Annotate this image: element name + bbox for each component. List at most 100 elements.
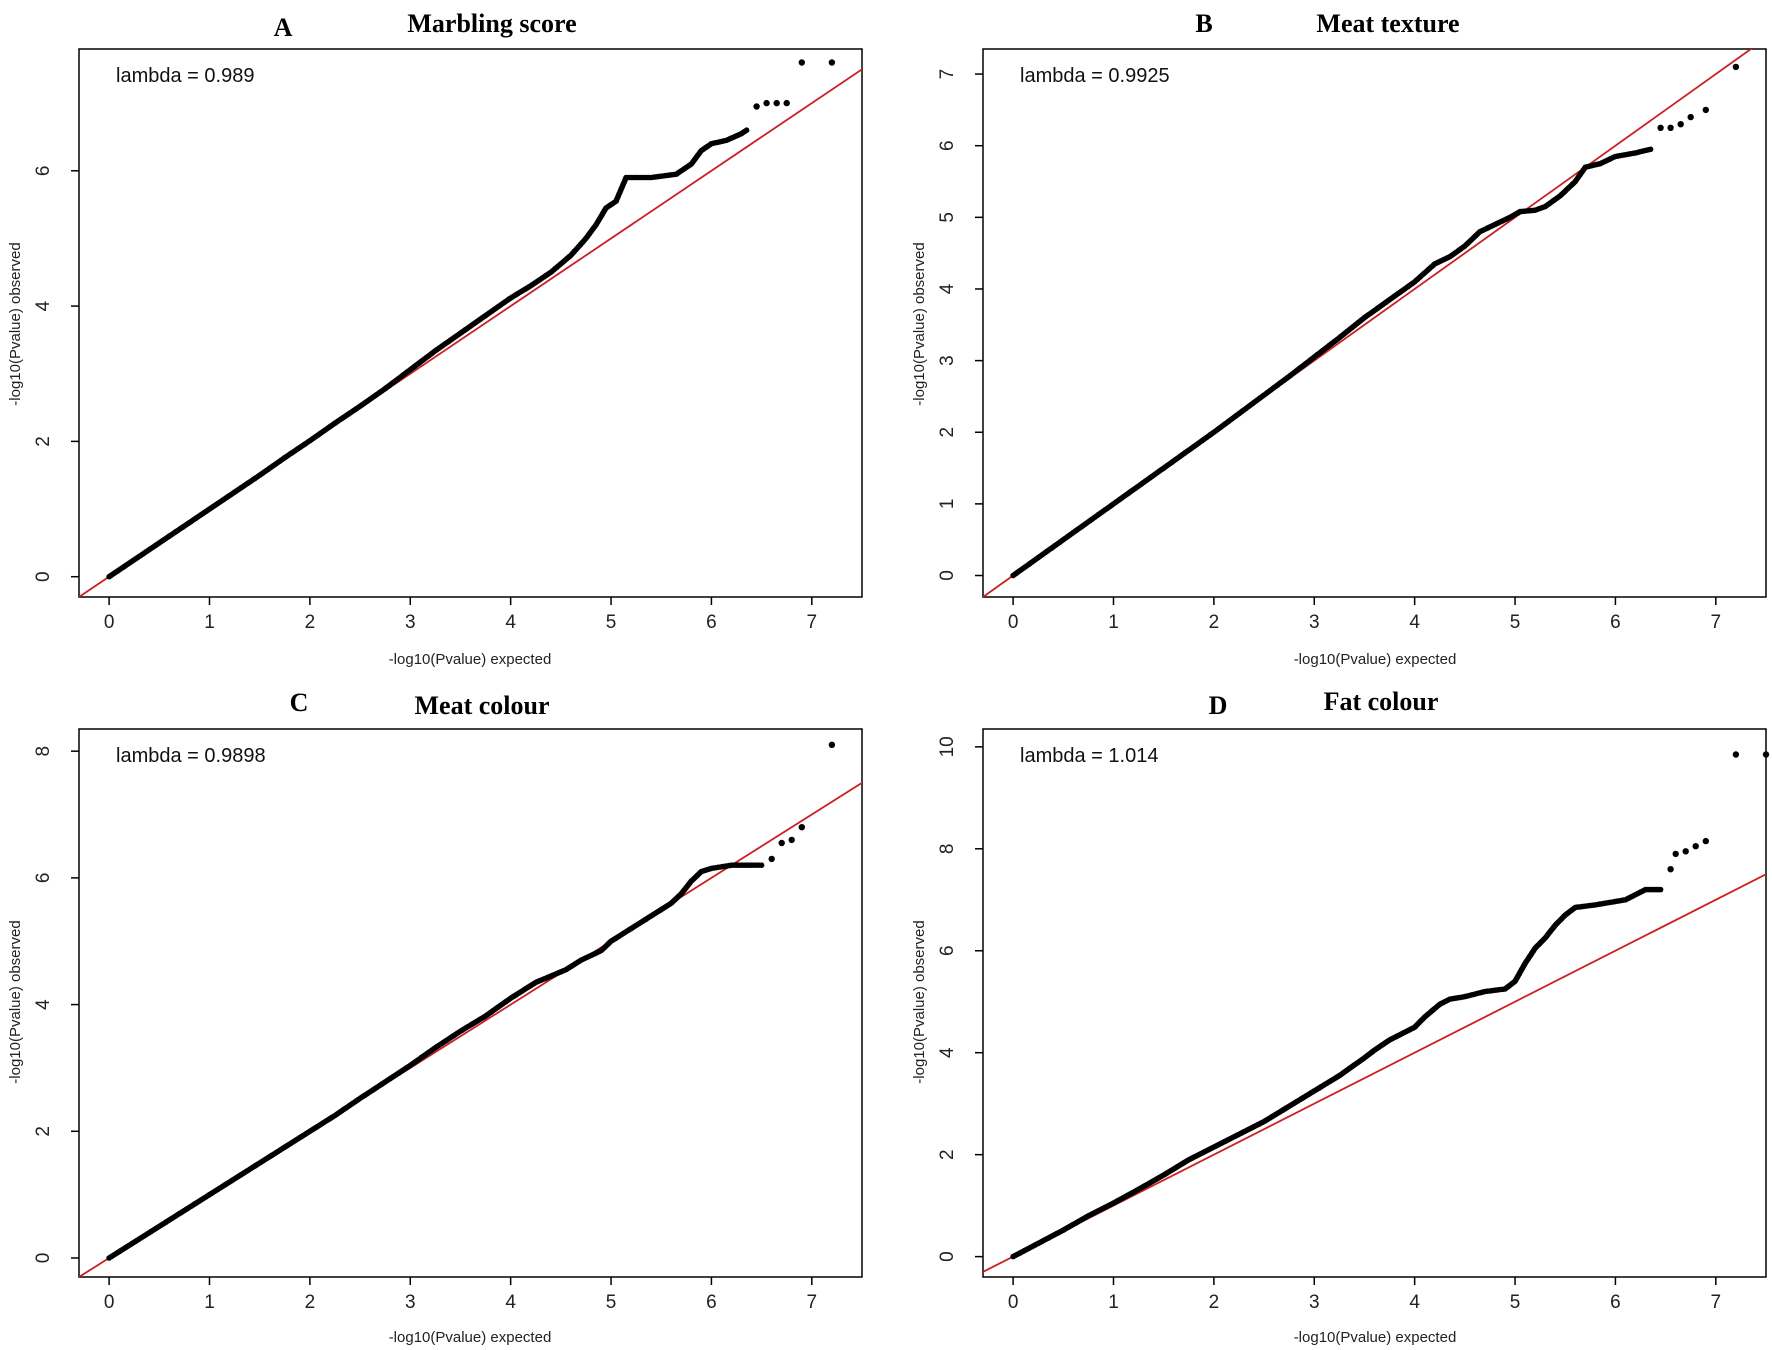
panel-title: Marbling score <box>407 9 576 38</box>
y-axis-label: -log10(Pvalue) observed <box>7 920 24 1083</box>
x-tick-label: 0 <box>1008 612 1019 633</box>
x-tick-label: 7 <box>807 612 818 633</box>
x-tick-label: 4 <box>1409 612 1420 633</box>
qq-point <box>1702 106 1710 114</box>
reference-line <box>983 873 1766 1273</box>
qq-point <box>773 99 780 107</box>
y-tick-label: 4 <box>937 283 958 294</box>
x-tick-label: 1 <box>1108 1292 1119 1313</box>
qq-panel-fat-colour: D Fat colour 0 1 2 3 4 5 6 7 0 2 4 6 8 10 lambda = 1.… <box>911 687 1770 1346</box>
qq-point <box>798 824 805 831</box>
plot-area: 0 1 2 3 4 5 6 7 0 2 4 6 8 10 <box>937 728 1770 1313</box>
y-tick-label: 6 <box>33 165 54 176</box>
x-tick-label: 7 <box>807 1292 818 1313</box>
qq-point <box>788 836 795 844</box>
qq-panel-meat-colour: C Meat colour 0 1 2 3 4 5 6 7 0 2 4 6 8 lambda = 0.9… <box>7 688 863 1346</box>
x-tick-label: 2 <box>1209 1292 1220 1313</box>
qq-point <box>753 103 760 110</box>
y-tick-label: 0 <box>33 1253 54 1264</box>
qq-point <box>778 839 785 847</box>
qq-point <box>1657 124 1664 131</box>
x-axis-label: -log10(Pvalue) expected <box>1294 651 1457 668</box>
x-tick-label: 5 <box>1510 612 1521 633</box>
x-axis-label: -log10(Pvalue) expected <box>389 1329 552 1346</box>
lambda-label: lambda = 0.9898 <box>116 745 266 767</box>
qq-point <box>743 127 750 133</box>
y-tick-label: 2 <box>937 427 958 438</box>
panel-letter: A <box>274 13 293 42</box>
qq-point <box>1677 121 1684 128</box>
x-tick-label: 4 <box>505 1292 516 1313</box>
x-tick-label: 4 <box>1409 1292 1420 1313</box>
plot-frame <box>78 48 863 598</box>
x-tick-label: 7 <box>1711 1292 1722 1313</box>
plot-frame <box>982 728 1767 1278</box>
panel-title: Meat colour <box>414 691 549 720</box>
qq-point <box>1667 124 1674 131</box>
plot-area: 0 1 2 3 4 5 6 7 0 2 4 6 8 <box>33 728 863 1313</box>
x-tick-label: 1 <box>1108 612 1119 633</box>
x-tick-label: 7 <box>1711 612 1722 633</box>
x-tick-label: 0 <box>1008 1292 1019 1313</box>
qq-point <box>763 99 770 107</box>
x-tick-label: 3 <box>405 612 416 633</box>
qq-point <box>783 99 790 107</box>
x-tick-label: 2 <box>305 612 316 633</box>
y-tick-label: 1 <box>937 499 958 510</box>
x-tick-label: 5 <box>606 612 617 633</box>
qq-point <box>1657 886 1664 893</box>
qq-point <box>1667 866 1674 873</box>
x-tick-label: 6 <box>1610 612 1621 633</box>
reference-line <box>983 49 1753 597</box>
qq-panel-marbling-score: A Marbling score 0 1 2 3 4 5 6 7 0 2 4 6 lambda = 0… <box>7 9 863 668</box>
lambda-label: lambda = 0.9925 <box>1020 65 1170 87</box>
y-axis-label: -log10(Pvalue) observed <box>7 242 24 405</box>
x-tick-label: 0 <box>104 612 115 633</box>
qq-point <box>768 855 775 863</box>
qq-point <box>1687 113 1694 121</box>
x-tick-label: 6 <box>706 1292 717 1313</box>
qq-point <box>1732 63 1740 71</box>
y-axis-label: -log10(Pvalue) observed <box>911 242 928 405</box>
y-tick-label: 4 <box>33 300 54 311</box>
y-tick-label: 8 <box>937 844 958 855</box>
y-tick-label: 6 <box>937 140 958 151</box>
x-tick-label: 6 <box>706 612 717 633</box>
y-tick-label: 6 <box>33 873 54 884</box>
panel-title: Meat texture <box>1316 9 1459 38</box>
y-tick-label: 4 <box>33 999 54 1010</box>
qq-point <box>828 741 836 748</box>
x-axis-label: -log10(Pvalue) expected <box>389 651 552 668</box>
qq-point <box>1702 837 1710 845</box>
x-tick-label: 2 <box>1209 612 1220 633</box>
panel-letter: C <box>290 688 309 717</box>
x-axis-label: -log10(Pvalue) expected <box>1294 1329 1457 1346</box>
reference-line <box>79 68 862 597</box>
lambda-label: lambda = 0.989 <box>116 65 254 87</box>
qq-point <box>1682 848 1689 855</box>
y-tick-label: 0 <box>33 571 54 582</box>
x-tick-label: 4 <box>505 612 516 633</box>
x-tick-label: 1 <box>204 1292 215 1313</box>
y-axis-label: -log10(Pvalue) observed <box>911 920 928 1083</box>
qq-point <box>1762 751 1770 758</box>
panel-title: Fat colour <box>1324 687 1439 716</box>
x-tick-label: 1 <box>204 612 215 633</box>
y-tick-label: 2 <box>937 1149 958 1160</box>
lambda-label: lambda = 1.014 <box>1020 745 1158 767</box>
qq-point <box>1732 751 1740 758</box>
y-tick-label: 2 <box>33 1126 54 1137</box>
y-tick-label: 5 <box>937 212 958 223</box>
plot-area: 0 1 2 3 4 5 6 7 0 2 4 6 <box>33 48 863 633</box>
y-tick-label: 2 <box>33 436 54 447</box>
y-tick-label: 4 <box>937 1047 958 1058</box>
y-tick-label: 7 <box>937 69 958 80</box>
x-tick-label: 3 <box>1309 1292 1320 1313</box>
x-tick-label: 0 <box>104 1292 115 1313</box>
panel-letter: D <box>1209 691 1228 720</box>
x-tick-label: 5 <box>606 1292 617 1313</box>
x-tick-label: 5 <box>1510 1292 1521 1313</box>
qq-point <box>1672 850 1679 858</box>
y-tick-label: 6 <box>937 945 958 956</box>
